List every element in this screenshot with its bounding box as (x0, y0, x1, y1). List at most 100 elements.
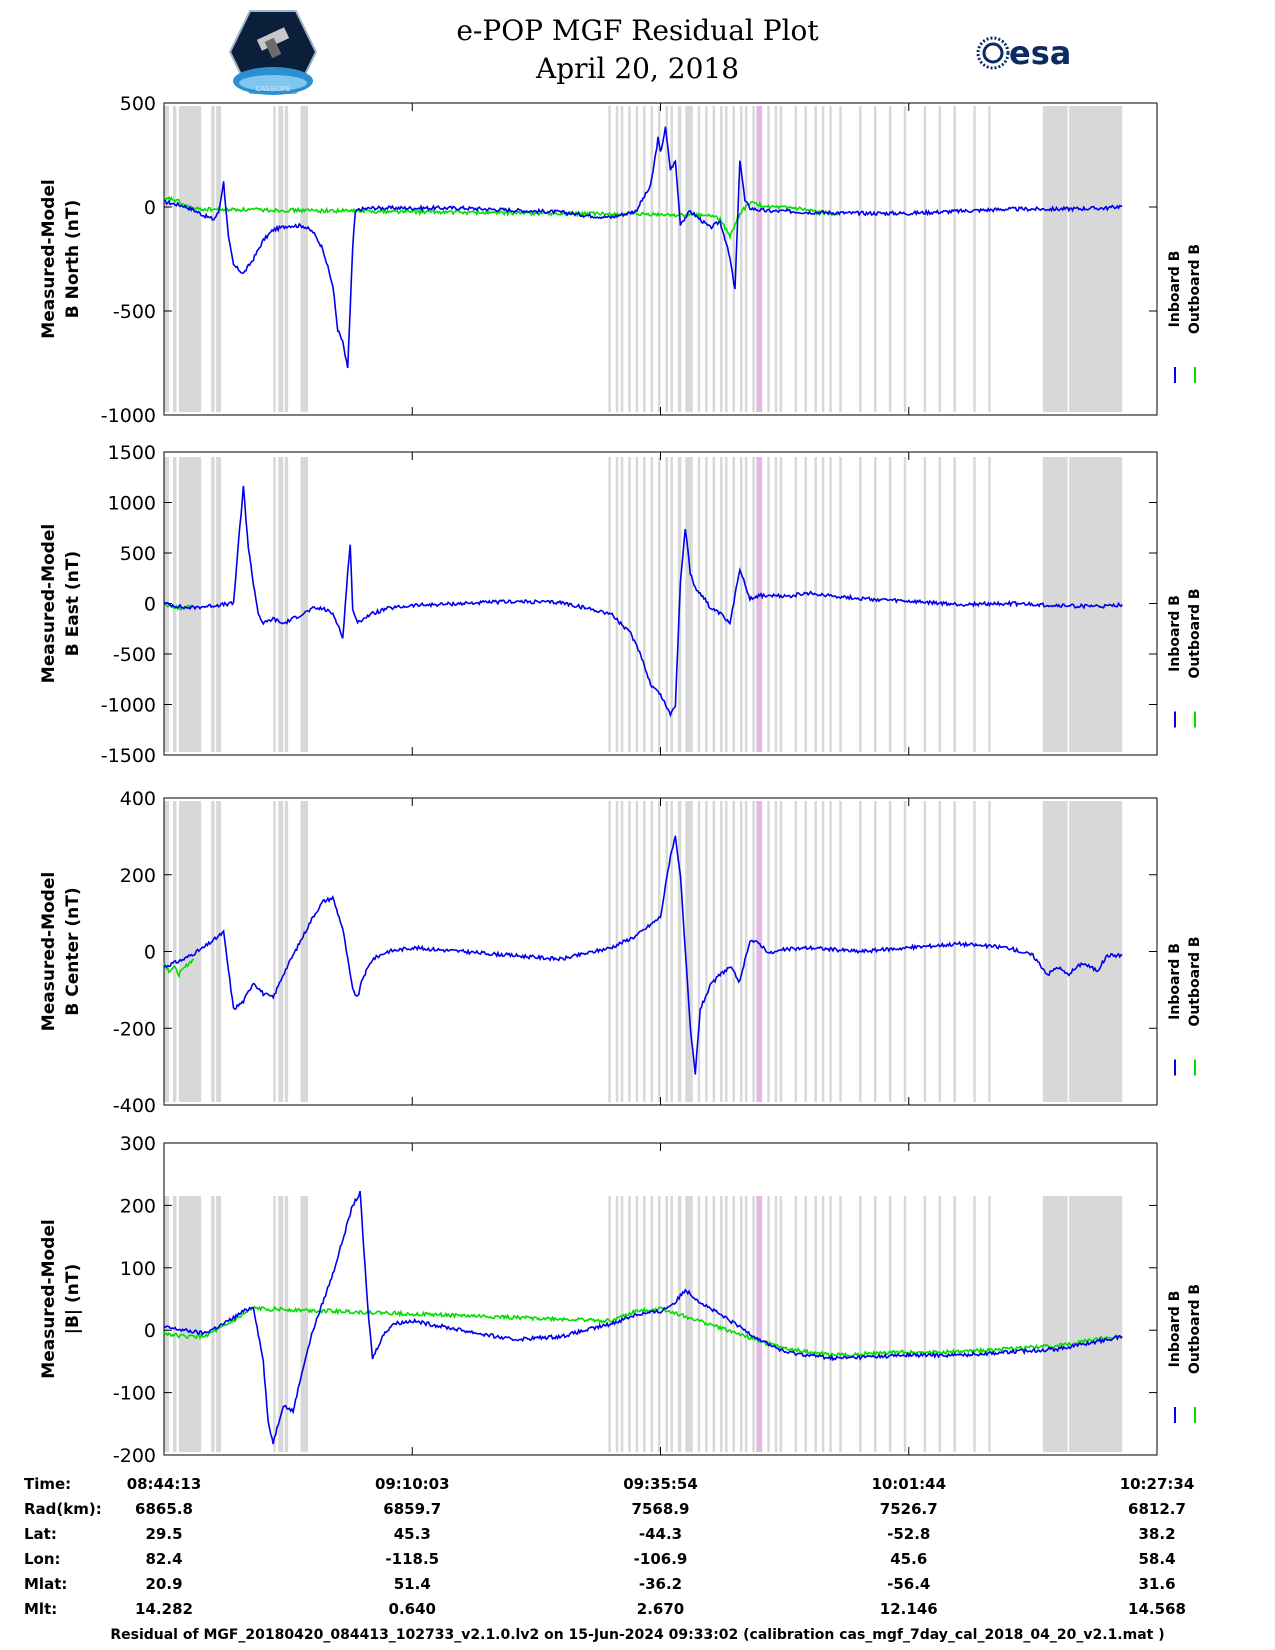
shade-band (774, 1196, 778, 1452)
shade-band (620, 1196, 624, 1452)
shade-band (705, 801, 708, 1102)
orbit-value: 12.146 (879, 1600, 938, 1618)
shade-band (178, 1196, 202, 1452)
shade-band (216, 457, 222, 752)
orbit-value: 20.9 (145, 1575, 183, 1593)
esa-logo-text: esa (1009, 34, 1071, 72)
shade-band (814, 801, 817, 1102)
shade-band (839, 106, 842, 412)
shade-band (273, 1196, 276, 1452)
y-axis-label: Measured-Model B Center (nT) (39, 872, 83, 1031)
y-tick-label: -500 (113, 301, 156, 323)
shade-band (628, 106, 631, 412)
shade-band (938, 1196, 942, 1452)
shade-band (300, 457, 308, 752)
shade-band (300, 801, 308, 1102)
shade-band (278, 801, 284, 1102)
shade-band (635, 457, 639, 752)
y-axis-label: Measured-Model B North (nT) (39, 179, 83, 338)
shade-band (712, 1196, 716, 1452)
shade-band (859, 1196, 862, 1452)
shade-band (744, 457, 748, 752)
orbit-value: -106.9 (633, 1550, 688, 1568)
y-axis-label-line2: B North (nT) (63, 200, 83, 319)
legend-inboard-label: Inboard B (1167, 251, 1183, 328)
shade-band (938, 457, 942, 752)
orbit-value: -52.8 (887, 1525, 931, 1543)
shade-band (685, 457, 693, 752)
shade-band (650, 457, 654, 752)
shade-band (615, 457, 619, 752)
shade-band (643, 106, 646, 412)
shade-band (1042, 106, 1068, 412)
shade-band (712, 801, 716, 1102)
orbit-value: 7526.7 (879, 1500, 938, 1518)
shade-band (839, 801, 842, 1102)
shade-band (643, 1196, 646, 1452)
shade-band (628, 1196, 631, 1452)
shade-band (216, 106, 222, 412)
shade-band (211, 1196, 215, 1452)
orbit-value: 51.4 (393, 1575, 431, 1593)
shade-band (829, 801, 832, 1102)
shade-band (620, 457, 624, 752)
orbit-value: 6865.8 (135, 1500, 193, 1518)
shade-band (670, 801, 673, 1102)
shade-band (685, 1196, 693, 1452)
time-tick-label: 09:35:54 (623, 1475, 698, 1493)
orbit-value: -56.4 (887, 1575, 931, 1593)
y-tick-label: -1000 (101, 405, 156, 427)
shade-band (988, 106, 991, 412)
shade-band (628, 801, 631, 1102)
shade-band (278, 106, 284, 412)
shade-band (953, 106, 956, 412)
legend-inboard-label: Inboard B (1167, 943, 1183, 1020)
legend-outboard-label: Outboard B (1187, 244, 1203, 334)
y-tick-label: 0 (144, 197, 156, 219)
shade-band (685, 106, 693, 412)
orbit-value: 2.670 (636, 1600, 685, 1618)
y-axis-label: Measured-Model B East (nT) (39, 524, 83, 683)
legend-outboard-label: Outboard B (1187, 1284, 1203, 1374)
shade-band (888, 801, 892, 1102)
shade-band (1069, 801, 1123, 1102)
legend-outboard-label: Outboard B (1187, 588, 1203, 678)
shade-band (973, 1196, 976, 1452)
legend: Inboard B Outboard B (1167, 588, 1203, 728)
orbit-value: 58.4 (1138, 1550, 1176, 1568)
shade-band (953, 801, 956, 1102)
shade-band (720, 801, 723, 1102)
shade-band (923, 801, 927, 1102)
shade-band (821, 106, 825, 412)
orbit-value: -36.2 (638, 1575, 683, 1593)
shade-band (839, 1196, 842, 1452)
shade-band (216, 1196, 222, 1452)
shade-band (284, 106, 289, 412)
y-axis-label-line2: B East (nT) (63, 551, 83, 656)
shade-band (697, 1196, 701, 1452)
shade-band (829, 106, 832, 412)
time-tick-label: 09:10:03 (374, 1475, 450, 1493)
shade-band (178, 457, 202, 752)
shade-band (278, 1196, 284, 1452)
shade-band (752, 1196, 755, 1452)
legend: Inboard B Outboard B (1167, 1284, 1203, 1423)
shade-band (178, 801, 202, 1102)
shade-band (670, 457, 673, 752)
series-line-inboard-b (163, 1190, 1123, 1445)
shade-band (903, 106, 907, 412)
shade-band (794, 106, 798, 412)
orbit-value: 45.6 (890, 1550, 928, 1568)
shade-band (767, 801, 770, 1102)
row-label: Time: (24, 1475, 72, 1493)
shade-band (794, 457, 798, 752)
shade-band (938, 801, 942, 1102)
shade-band (685, 801, 693, 1102)
orbit-value: 6812.7 (1128, 1500, 1186, 1518)
shade-band (697, 106, 701, 412)
shade-band (873, 1196, 877, 1452)
shade-band (172, 106, 177, 412)
shade-band (615, 106, 619, 412)
shade-band (720, 1196, 723, 1452)
